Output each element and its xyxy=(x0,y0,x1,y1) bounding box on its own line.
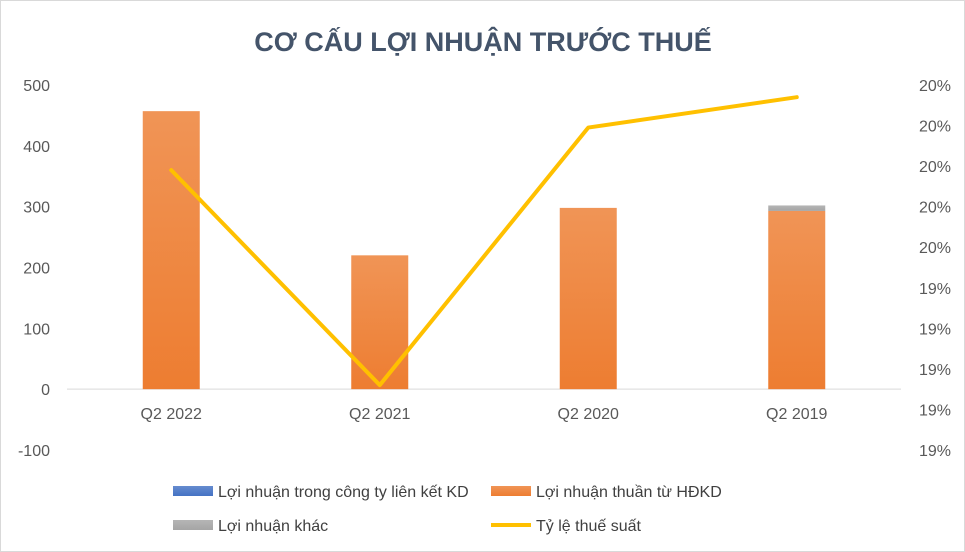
bars-layer xyxy=(142,111,826,390)
x-tick-label: Q2 2022 xyxy=(141,406,202,423)
y-tick-label: 300 xyxy=(23,200,50,217)
y-tick-label: 0 xyxy=(41,382,50,399)
y2-tick-label: 19% xyxy=(919,362,951,379)
y-tick-label: 200 xyxy=(23,261,50,278)
y-tick-label: -100 xyxy=(18,443,50,460)
legend: Lợi nhuận trong công ty liên kết KD Lợi n… xyxy=(173,484,722,535)
legend-label: Tỷ lệ thuế suất xyxy=(536,518,642,535)
y2-tick-label: 19% xyxy=(919,402,951,419)
legend-label: Lợi nhuận trong công ty liên kết KD xyxy=(218,484,469,501)
y2-tick-label: 19% xyxy=(919,281,951,298)
y2-tick-label: 20% xyxy=(919,78,951,95)
legend-swatch xyxy=(491,486,531,496)
legend-swatch xyxy=(173,486,213,496)
bar-2-2 xyxy=(351,255,409,390)
bar-2-4 xyxy=(768,210,826,390)
bar-2-1 xyxy=(142,111,200,390)
y-tick-label: 400 xyxy=(23,139,50,156)
y-tick-label: 500 xyxy=(23,78,50,95)
y2-tick-label: 20% xyxy=(919,200,951,217)
x-tick-label: Q2 2019 xyxy=(766,406,827,423)
legend-label: Lợi nhuận thuần từ HĐKD xyxy=(536,484,722,501)
chart-title: CƠ CẤU LỢI NHUẬN TRƯỚC THUẾ xyxy=(254,26,711,57)
y2-tick-label: 20% xyxy=(919,240,951,257)
y2-tick-label: 20% xyxy=(919,119,951,136)
y2-tick-label: 19% xyxy=(919,321,951,338)
y-tick-label: 100 xyxy=(23,321,50,338)
x-tick-label: Q2 2020 xyxy=(558,406,619,423)
line-layer xyxy=(169,95,799,388)
y2-tick-label: 19% xyxy=(919,443,951,460)
axes-layer: 500 400 300 200 100 0 -100 20% 20% 20% 20% 20% 19% 19… xyxy=(18,78,951,460)
tax-rate-line xyxy=(169,95,799,388)
x-tick-label: Q2 2021 xyxy=(349,406,410,423)
bar-2-3 xyxy=(559,207,617,390)
legend-label: Lợi nhuận khác xyxy=(218,518,328,535)
y2-tick-label: 20% xyxy=(919,159,951,176)
bar-3-4 xyxy=(768,205,826,211)
legend-swatch xyxy=(173,520,213,530)
